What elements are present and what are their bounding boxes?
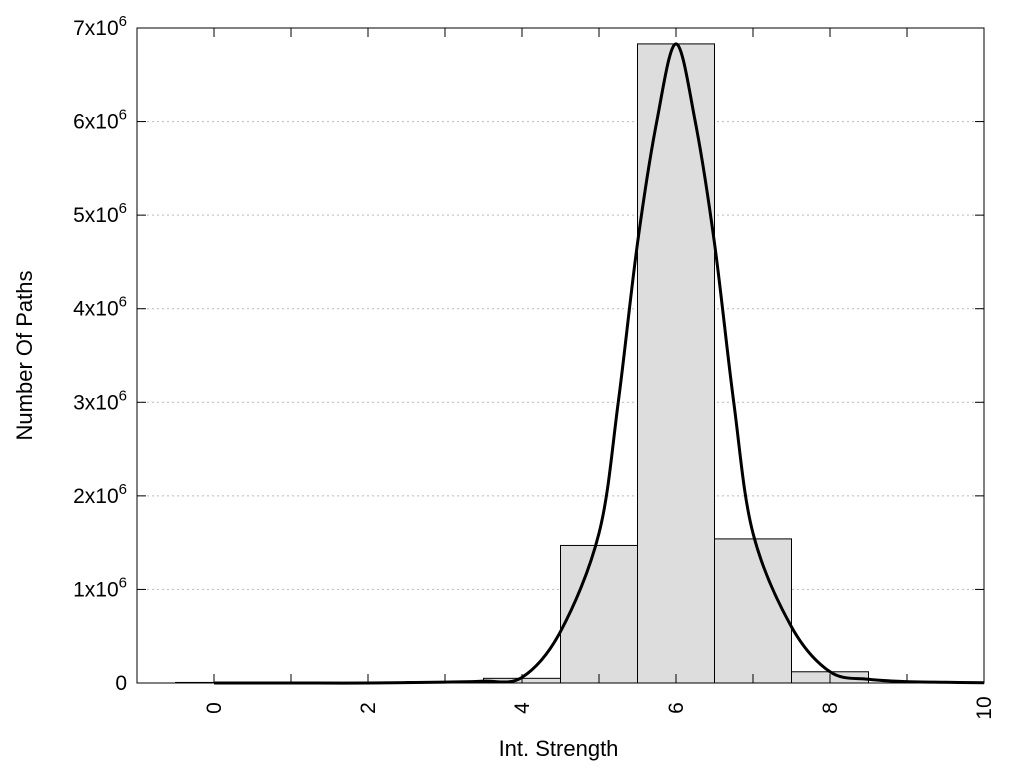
y-tick-base: 7x10 [73,17,119,40]
x-tick-label: 6 [665,702,688,714]
y-tick-base: 5x10 [73,204,119,227]
y-tick-label: 1x106 [73,574,127,601]
y-tick-base: 4x10 [73,298,119,321]
x-axis-ticks: 0 2 4 6 8 10 [136,28,996,720]
histogram-bar [714,538,792,684]
bars [175,43,869,684]
y-tick-base: 2x10 [73,485,119,508]
y-tick-base: 3x10 [73,391,119,414]
plot-frame [136,27,985,684]
y-tick-label: 2x106 [73,481,127,508]
y-axis-label: Number Of Paths [12,271,37,441]
x-tick-label: 0 [203,702,226,714]
x-tick-label: 10 [973,696,996,719]
x-tick-label: 4 [511,702,534,714]
y-tick-label: 6x106 [73,107,127,134]
y-tick-label: 5x106 [73,200,127,227]
gridlines [137,121,984,590]
y-tick-exponent: 6 [119,107,127,124]
fit-curve [213,42,985,685]
y-tick-base: 6x10 [73,111,119,134]
y-tick-exponent: 6 [119,481,127,498]
y-tick-base: 0 [115,672,127,695]
x-tick-label: 2 [357,702,380,714]
y-tick-exponent: 6 [119,294,127,311]
y-tick-base: 1x10 [73,578,119,601]
y-tick-exponent: 6 [119,574,127,591]
histogram-bar [637,43,715,684]
y-tick-exponent: 6 [119,13,127,30]
y-tick-label: 4x106 [73,294,127,321]
fit-curve-layer [213,42,985,685]
histogram-bar [560,544,638,684]
y-tick-label: 0 [115,672,127,695]
x-tick-label: 8 [819,702,842,714]
x-axis-label: Int. Strength [499,736,619,761]
y-tick-exponent: 6 [119,387,127,404]
y-tick-exponent: 6 [119,200,127,217]
y-tick-label: 3x106 [73,387,127,414]
y-tick-label: 7x106 [73,13,127,40]
